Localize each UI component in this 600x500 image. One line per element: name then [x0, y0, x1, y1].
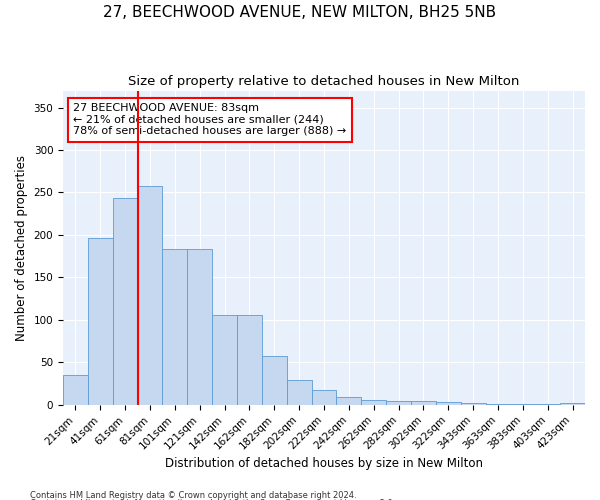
Bar	[311, 390, 337, 405]
Text: 27 BEECHWOOD AVENUE: 83sqm
← 21% of detached houses are smaller (244)
78% of sem: 27 BEECHWOOD AVENUE: 83sqm ← 21% of deta…	[73, 103, 347, 136]
Bar	[63, 375, 88, 405]
Bar	[485, 404, 511, 405]
X-axis label: Distribution of detached houses by size in New Milton: Distribution of detached houses by size …	[165, 457, 483, 470]
Bar	[113, 198, 137, 405]
Text: 27, BEECHWOOD AVENUE, NEW MILTON, BH25 5NB: 27, BEECHWOOD AVENUE, NEW MILTON, BH25 5…	[103, 5, 497, 20]
Title: Size of property relative to detached houses in New Milton: Size of property relative to detached ho…	[128, 75, 520, 88]
Bar	[137, 186, 163, 405]
Bar	[237, 315, 262, 405]
Bar	[386, 400, 411, 405]
Bar	[163, 250, 187, 405]
Bar	[535, 404, 560, 405]
Text: Contains public sector information licensed under the Open Government Licence v3: Contains public sector information licen…	[30, 499, 395, 500]
Bar	[287, 380, 311, 405]
Bar	[361, 400, 386, 405]
Bar	[461, 403, 485, 405]
Y-axis label: Number of detached properties: Number of detached properties	[15, 154, 28, 340]
Bar	[411, 402, 436, 405]
Bar	[88, 238, 113, 405]
Bar	[436, 402, 461, 405]
Bar	[212, 315, 237, 405]
Bar	[337, 397, 361, 405]
Bar	[262, 356, 287, 405]
Bar	[187, 250, 212, 405]
Bar	[511, 404, 535, 405]
Text: Contains HM Land Registry data © Crown copyright and database right 2024.: Contains HM Land Registry data © Crown c…	[30, 490, 356, 500]
Bar	[560, 403, 585, 405]
